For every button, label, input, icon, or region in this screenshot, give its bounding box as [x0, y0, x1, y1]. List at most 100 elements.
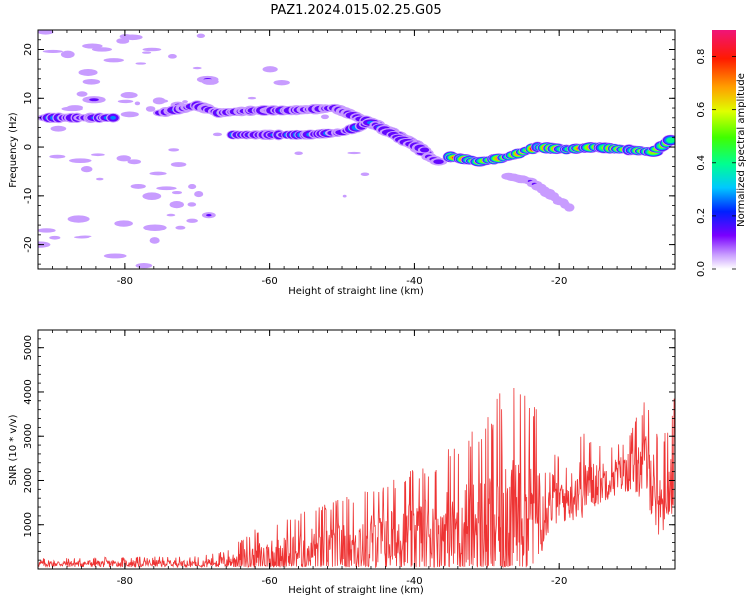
spectrogram-ridge-blob [564, 203, 575, 212]
spectrogram-noise-blob [175, 225, 186, 230]
spectrogram-noise-blob [116, 155, 131, 162]
spectrogram-panel: -80 -60 -40 -20 -20 -10 0 10 20 Height of straig… [8, 29, 676, 297]
colorbar-tick-label: 0.8 [696, 49, 707, 65]
spectrogram-noise-blob [200, 78, 217, 83]
spectrogram-noise-blob [143, 224, 167, 231]
spectrogram-noise-blob [96, 177, 104, 181]
spectrogram-noise-blob [42, 49, 64, 53]
colorbar: 0.0 0.2 0.4 0.6 0.8 Normalized spectral ampl… [696, 30, 747, 277]
colorbar-tick-label: 0.6 [696, 102, 707, 118]
spectrogram-noise-blob [145, 106, 156, 112]
spectrogram-ytick-label: 20 [23, 43, 34, 56]
spectrogram-noise-blob [156, 186, 177, 191]
snr-ytick-label: 5000 [23, 335, 34, 360]
spectrogram-ytick-label: 10 [23, 92, 34, 105]
spectrogram-noise-blob [142, 47, 162, 52]
figure-title: PAZ1.2024.015.02.25.G05 [270, 3, 441, 18]
spectrogram-ridge-blob [419, 147, 430, 153]
spectrogram-noise-blob [117, 99, 134, 104]
spectrogram-noise-blob [67, 215, 90, 223]
spectrogram-noise-blob [171, 190, 183, 195]
spectrogram-noise-blob [294, 151, 303, 155]
spectrogram-noise-blob [192, 66, 202, 70]
colorbar-ticks: 0.0 0.2 0.4 0.6 0.8 [696, 49, 736, 277]
spectrogram-noise-blob [169, 201, 184, 209]
spectrogram-noise-blob [114, 220, 133, 227]
spectrogram-noise-blob [49, 235, 61, 240]
spectrogram-ylabel: Frequency (Hz) [8, 112, 19, 188]
spectrogram-noise-blob [196, 33, 206, 38]
spectrogram-noise-blob [247, 96, 257, 100]
spectrogram-noise-blob [187, 202, 197, 207]
spectrogram-xtick-label: -80 [117, 276, 133, 287]
spectrogram-noise-blob [103, 253, 127, 259]
spectrogram-noise-blob [188, 184, 197, 190]
spectrogram-noise-blob [81, 166, 93, 173]
spectrogram-ytick-label: 0 [23, 144, 34, 150]
spectrogram-noise-blob [91, 153, 105, 157]
spectrogram-noise-blob [78, 235, 92, 238]
snr-frame [37, 329, 676, 570]
spectrogram-noise-blob [38, 30, 54, 35]
spectrogram-noise-blob [50, 125, 67, 132]
spectrogram-noise-blob [130, 183, 146, 189]
spectrogram-noise-blob [182, 100, 188, 104]
spectrogram-axes: -80 -60 -40 -20 -20 -10 0 10 20 [23, 29, 676, 287]
spectrogram-noise-blob [38, 241, 51, 248]
spectrogram-ytick-label: -20 [23, 236, 34, 252]
spectrogram-noise-blob [49, 154, 66, 159]
colorbar-label: Normalized spectral amplitude [736, 73, 747, 227]
spectrogram-noise-blob [103, 58, 124, 63]
spectrogram-noise-blob [149, 237, 160, 244]
spectrogram-noise-blob [142, 192, 162, 200]
colorbar-tick-label: 0.4 [696, 155, 707, 171]
snr-xlabel: Height of straight line (km) [288, 585, 424, 596]
snr-xtick-label: -60 [261, 576, 277, 587]
snr-panel: -80 -60 -40 -20 1000 2000 3000 4000 5000 Height … [8, 329, 676, 596]
spectrogram-noise-blob [116, 38, 130, 44]
spectrogram-noise-blob [76, 91, 88, 97]
spectrogram-noise-blob [170, 162, 187, 167]
snr-xtick-label: -80 [117, 576, 133, 587]
spectrogram-noise-blob [273, 80, 290, 86]
spectrogram-xtick-label: -20 [551, 276, 567, 287]
colorbar-gradient [712, 30, 736, 269]
spectrogram-heatmap [38, 30, 675, 269]
colorbar-tick-label: 0.0 [696, 261, 707, 277]
spectrogram-noise-blob [347, 151, 361, 155]
spectrogram-noise-blob [120, 111, 139, 118]
spectrogram-ridge-blob [110, 115, 116, 120]
spectrogram-noise-blob [360, 172, 370, 176]
snr-ytick-label: 3000 [23, 423, 34, 448]
snr-xtick-label: -20 [551, 576, 567, 587]
spectrogram-noise-blob [342, 194, 347, 198]
spectrogram-noise-blob [262, 66, 278, 73]
spectrogram-noise-blob [142, 51, 152, 54]
snr-axes: -80 -60 -40 -20 1000 2000 3000 4000 5000 [23, 329, 676, 587]
spectrogram-noise-blob [127, 159, 142, 165]
spectrogram-noise-blob [60, 50, 75, 59]
spectrogram-ytick-label: -10 [23, 188, 34, 204]
spectrogram-noise-blob [135, 262, 153, 269]
snr-ytick-label: 1000 [23, 512, 34, 537]
spectrogram-noise-blob [167, 54, 177, 59]
spectrogram-noise-blob [82, 78, 101, 85]
snr-series-line [38, 387, 675, 569]
spectrogram-noise-blob [149, 171, 167, 176]
spectrogram-noise-blob [212, 132, 223, 137]
spectrogram-noise-blob [69, 158, 92, 164]
spectrogram-noise-blob [168, 148, 180, 152]
spectrogram-noise-blob [134, 101, 141, 106]
spectrogram-noise-blob [135, 62, 147, 65]
spectrogram-noise-blob [320, 114, 329, 120]
colorbar-tick-label: 0.2 [696, 208, 707, 224]
spectrogram-ridge-blob [666, 137, 675, 144]
spectrogram-noise-blob [38, 228, 56, 233]
spectrogram-noise-blob [166, 213, 176, 217]
spectrogram-noise-blob [152, 97, 166, 105]
spectrogram-xtick-label: -40 [406, 276, 422, 287]
spectrogram-noise-blob [61, 106, 83, 112]
spectrogram-noise-blob [206, 214, 212, 217]
spectrogram-noise-blob [78, 68, 98, 76]
